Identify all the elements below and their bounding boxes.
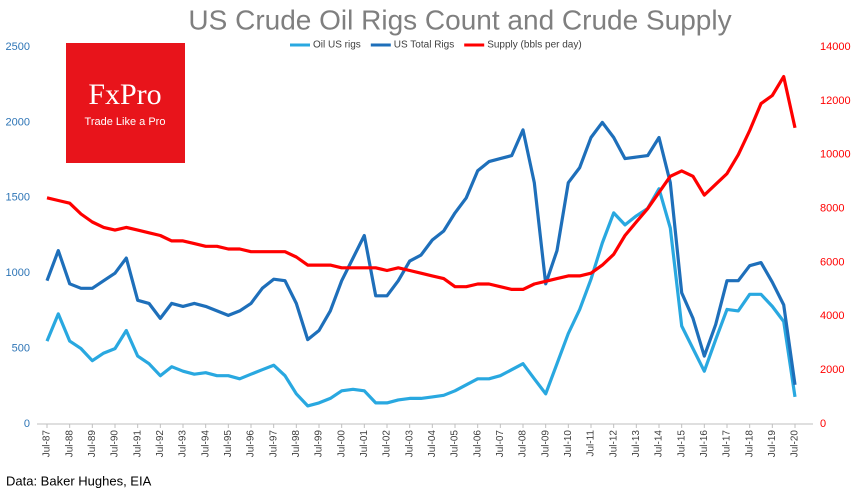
x-tick-label: Jul-87: [42, 430, 53, 458]
y-tick-label: 500: [12, 343, 30, 355]
x-tick-label: Jul-92: [155, 430, 166, 458]
x-tick-label: Jul-17: [722, 430, 733, 458]
x-tick-label: Jul-02: [382, 430, 393, 458]
x-tick-label: Jul-20: [790, 430, 801, 458]
x-tick-label: Jul-18: [744, 430, 755, 458]
y-tick-label: 0: [24, 418, 30, 430]
y2-tick-label: 12000: [820, 95, 851, 107]
x-tick-label: Jul-96: [246, 430, 257, 458]
y2-tick-label: 10000: [820, 149, 851, 161]
x-tick-label: Jul-01: [359, 430, 370, 458]
x-tick-label: Jul-19: [767, 430, 778, 458]
logo-name: FxPro: [88, 78, 161, 111]
x-tick-label: Jul-16: [699, 430, 710, 458]
legend-label: US Total Rigs: [394, 40, 454, 51]
y-tick-label: 1000: [6, 267, 30, 279]
x-tick-label: Jul-08: [518, 430, 529, 458]
x-tick-label: Jul-93: [178, 430, 189, 458]
x-tick-label: Jul-07: [495, 430, 506, 458]
y-tick-label: 2500: [6, 41, 30, 53]
logo-tagline: Trade Like a Pro: [85, 116, 166, 128]
x-tick-label: Jul-91: [132, 430, 143, 458]
y-tick-label: 2000: [6, 116, 30, 128]
legend-label: Oil US rigs: [313, 40, 361, 51]
x-tick-label: Jul-89: [87, 430, 98, 458]
chart-title: US Crude Oil Rigs Count and Crude Supply: [188, 4, 731, 35]
y2-tick-label: 4000: [820, 310, 844, 322]
x-tick-label: Jul-00: [336, 430, 347, 458]
source-note: Data: Baker Hughes, EIA: [6, 473, 152, 488]
x-tick-label: Jul-12: [608, 430, 619, 458]
x-tick-label: Jul-04: [427, 430, 438, 458]
x-tick-label: Jul-95: [223, 430, 234, 458]
x-tick-label: Jul-98: [291, 430, 302, 458]
x-tick-label: Jul-10: [563, 430, 574, 458]
x-tick-label: Jul-94: [200, 430, 211, 458]
x-tick-label: Jul-88: [64, 430, 75, 458]
x-tick-label: Jul-11: [586, 430, 597, 457]
y2-tick-label: 8000: [820, 202, 844, 214]
x-tick-label: Jul-13: [631, 430, 642, 458]
x-tick-label: Jul-09: [540, 430, 551, 458]
x-tick-label: Jul-06: [472, 430, 483, 458]
y2-tick-label: 0: [820, 418, 826, 430]
x-tick-label: Jul-14: [654, 430, 665, 458]
legend-label: Supply (bbls per day): [487, 40, 582, 51]
series-line: [45, 187, 797, 408]
x-tick-label: Jul-03: [404, 430, 415, 458]
x-tick-label: Jul-05: [450, 430, 461, 458]
y-tick-label: 1500: [6, 192, 30, 204]
x-tick-label: Jul-90: [110, 430, 121, 458]
logo-box: [66, 43, 185, 163]
series-line: [45, 120, 797, 386]
y2-tick-label: 14000: [820, 41, 851, 53]
y2-tick-label: 2000: [820, 364, 844, 376]
x-tick-label: Jul-97: [268, 430, 279, 458]
y2-tick-label: 6000: [820, 256, 844, 268]
x-tick-label: Jul-15: [676, 430, 687, 458]
x-tick-label: Jul-99: [314, 430, 325, 458]
series-line: [46, 75, 797, 291]
